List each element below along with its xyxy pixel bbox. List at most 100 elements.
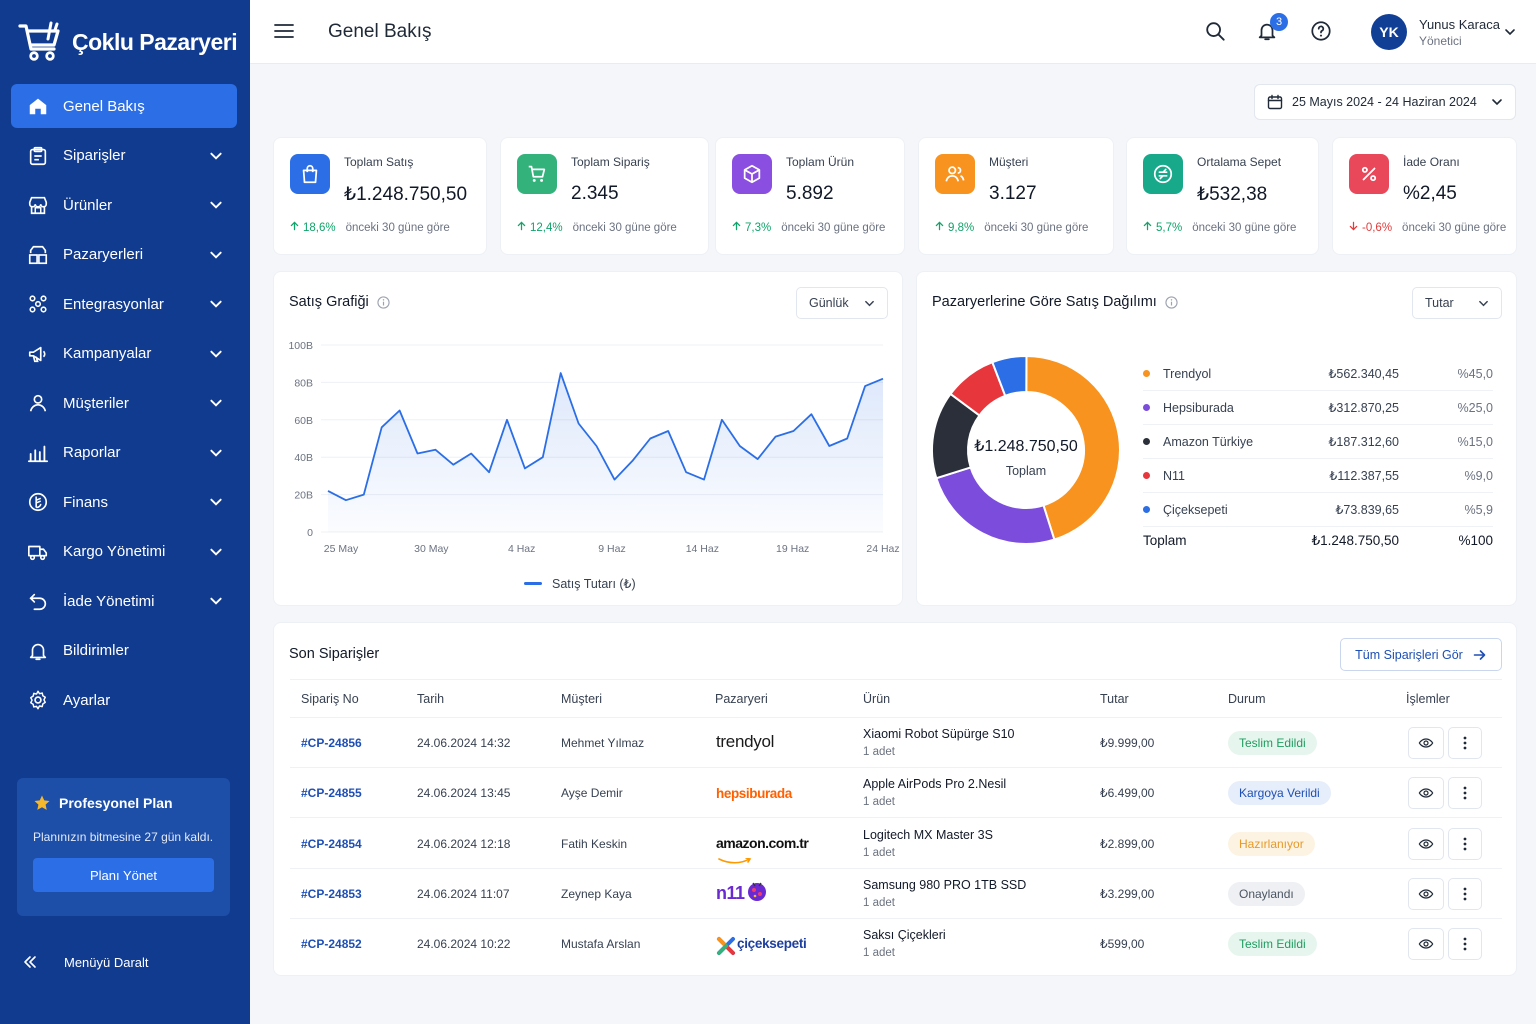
total-label: Toplam [1143, 533, 1187, 548]
marketplace-percent: %15,0 [1457, 434, 1493, 449]
marketplace-amount: ₺112.387,55 [1329, 469, 1399, 483]
view-all-orders-button[interactable]: Tüm Siparişleri Gör [1340, 638, 1502, 671]
more-actions-button[interactable] [1448, 928, 1482, 961]
period-select[interactable]: Günlük [796, 287, 888, 319]
notification-count-badge: 3 [1270, 13, 1288, 31]
stat-card[interactable]: Toplam Sipariş 2.345 12,4% önceki 30 güne g… [500, 137, 709, 255]
order-number-link[interactable]: #CP-24855 [301, 786, 362, 801]
marketplace-logo-text: n11 [716, 882, 745, 903]
x-tick-label: 14 Haz [686, 543, 719, 555]
donut-center-label: Toplam [1005, 464, 1047, 478]
arrow-up-icon [1143, 221, 1152, 231]
column-header: Pazaryeri [715, 692, 768, 706]
trend-up-indicator: 7,3% [732, 221, 771, 234]
sidebar-item-bar-chart[interactable]: Raporlar [11, 431, 237, 475]
cart-icon [517, 154, 557, 194]
info-icon[interactable] [1165, 295, 1178, 309]
chevron-down-icon [209, 594, 223, 608]
sidebar-item-return[interactable]: İade Yönetimi [11, 579, 237, 623]
sidebar-item-home[interactable]: Genel Bakış [11, 84, 237, 128]
eye-icon [1418, 738, 1434, 748]
stat-card[interactable]: Müşteri 3.127 9,8% önceki 30 güne göre [918, 137, 1114, 255]
column-header: Durum [1228, 692, 1266, 706]
avatar[interactable]: YK [1371, 14, 1407, 50]
more-actions-button[interactable] [1448, 877, 1482, 910]
date-range-picker[interactable]: 25 Mayıs 2024 - 24 Haziran 2024 [1254, 84, 1516, 120]
sidebar-item-bell[interactable]: Bildirimler [11, 629, 237, 673]
search-button[interactable] [1204, 20, 1226, 47]
notifications-button[interactable] [1256, 20, 1278, 47]
brand-logo[interactable]: Çoklu Pazaryeri [18, 20, 238, 64]
ladybug-icon [746, 879, 768, 908]
more-actions-button[interactable] [1448, 827, 1482, 860]
sidebar-item-gear[interactable]: Ayarlar [11, 678, 237, 722]
order-amount: ₺3.299,00 [1100, 886, 1155, 901]
help-button[interactable] [1310, 20, 1332, 47]
chevron-down-icon [209, 495, 223, 509]
page-title: Genel Bakış [328, 21, 432, 42]
metric-select[interactable]: Tutar [1412, 287, 1502, 319]
stat-delta: 5,7% önceki 30 güne göre [1143, 221, 1296, 234]
sidebar-item-finance[interactable]: Finans [11, 480, 237, 524]
stat-label: Toplam Satış [344, 155, 414, 169]
box-icon [732, 154, 772, 194]
product-quantity: 1 adet [863, 846, 895, 859]
arrow-right-icon [1473, 649, 1486, 660]
view-all-orders-label: Tüm Siparişleri Gör [1355, 647, 1463, 662]
stat-value: 2.345 [571, 183, 619, 204]
more-actions-button[interactable] [1448, 777, 1482, 810]
recent-orders-title: Son Siparişler [289, 646, 380, 662]
order-date: 24.06.2024 13:45 [417, 786, 511, 801]
sidebar-item-store[interactable]: Ürünler [11, 183, 237, 227]
lira-icon [1143, 154, 1183, 194]
status-badge: Kargoya Verildi [1228, 781, 1331, 806]
trend-up-indicator: 12,4% [517, 221, 563, 234]
star-icon [34, 795, 50, 810]
arrow-up-icon [732, 221, 741, 231]
y-tick-label: 20B [294, 490, 313, 502]
chevron-down-icon [209, 396, 223, 410]
order-number-link[interactable]: #CP-24853 [301, 886, 362, 901]
order-number-link[interactable]: #CP-24854 [301, 836, 362, 851]
distribution-row: Trendyol ₺562.340,45 %45,0 [1143, 357, 1493, 391]
stat-card[interactable]: Toplam Satış ₺1.248.750,50 18,6% önceki 30 … [273, 137, 487, 255]
stat-delta-value: 7,3% [745, 222, 772, 234]
view-order-button[interactable] [1408, 827, 1444, 860]
view-order-button[interactable] [1408, 727, 1444, 759]
more-actions-button[interactable] [1448, 727, 1482, 759]
marketplace-name: Trendyol [1163, 366, 1212, 381]
sidebar-item-megaphone[interactable]: Kampanyalar [11, 332, 237, 376]
plan-text: Planınızın bitmesine 27 gün kaldı. [33, 830, 214, 844]
stat-card[interactable]: Ortalama Sepet ₺532,38 5,7% önceki 30 güne … [1126, 137, 1319, 255]
stat-card[interactable]: Toplam Ürün 5.892 7,3% önceki 30 güne göre [715, 137, 905, 255]
info-icon[interactable] [377, 295, 390, 309]
sidebar-item-marketplace[interactable]: Pazaryerleri [11, 233, 237, 277]
sidebar-item-truck[interactable]: Kargo Yönetimi [11, 530, 237, 574]
view-order-button[interactable] [1408, 928, 1444, 961]
order-date: 24.06.2024 12:18 [417, 836, 511, 851]
chevron-down-icon [209, 297, 223, 311]
sidebar-item-integration[interactable]: Entegrasyonlar [11, 282, 237, 326]
manage-plan-button[interactable]: Planı Yönet [33, 858, 214, 892]
user-menu-toggle[interactable] [1504, 25, 1516, 43]
marketplace-logo-text: trendyol [716, 732, 775, 751]
column-header: İşlemler [1406, 692, 1450, 706]
menu-toggle-button[interactable] [274, 22, 294, 45]
finance-icon [27, 491, 49, 513]
product-name: Samsung 980 PRO 1TB SSD [863, 877, 1027, 892]
sidebar-item-user[interactable]: Müşteriler [11, 381, 237, 425]
order-number-link[interactable]: #CP-24852 [301, 937, 362, 952]
marketplace-icon [27, 244, 49, 266]
bell-icon [1258, 23, 1276, 41]
view-order-button[interactable] [1408, 877, 1444, 910]
y-tick-label: 40B [294, 452, 313, 464]
more-vertical-icon [1463, 736, 1467, 750]
order-number-link[interactable]: #CP-24856 [301, 736, 362, 750]
stat-delta: 12,4% önceki 30 güne göre [517, 221, 677, 234]
stat-card[interactable]: İade Oranı %2,45 -0,6% önceki 30 güne göre [1332, 137, 1517, 255]
collapse-menu-button[interactable]: Menüyü Daralt [22, 954, 149, 970]
sidebar-item-clipboard[interactable]: Siparişler [11, 134, 237, 178]
view-order-button[interactable] [1408, 777, 1444, 810]
gear-icon [27, 689, 49, 711]
stat-compare-text: önceki 30 güne göre [984, 221, 1089, 234]
